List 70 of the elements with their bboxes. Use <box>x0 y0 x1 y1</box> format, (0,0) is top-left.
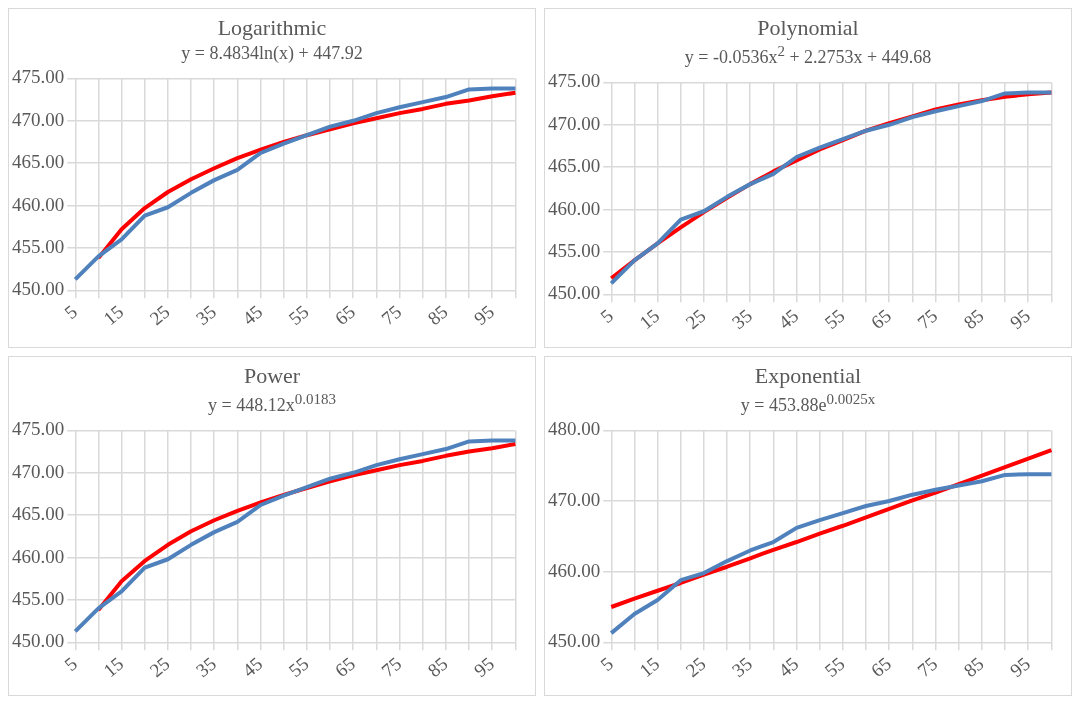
x-tick-label: 15 <box>635 304 664 334</box>
x-tick-label: 95 <box>469 652 498 682</box>
x-tick-label: 55 <box>284 652 313 682</box>
x-tick-label: 75 <box>377 652 406 682</box>
x-tick-label: 5 <box>596 652 617 676</box>
y-tick-label: 455.00 <box>548 239 601 261</box>
y-tick-label: 480.00 <box>548 418 601 440</box>
chart-subtitle: y = 453.88e$^{0.0025x}$ <box>739 391 877 416</box>
x-tick-label: 85 <box>423 300 452 330</box>
x-tick-label: 35 <box>727 304 756 334</box>
y-tick-label: 450.00 <box>12 630 65 652</box>
y-tick-label: 455.00 <box>12 587 65 609</box>
chart-subtitle: y = 8.4834ln(x) + 447.92 <box>180 43 364 64</box>
x-tick-label: 65 <box>866 652 895 682</box>
x-tick-label: 85 <box>423 652 452 682</box>
chart-subtitle: y = -0.0536x$^{2}$ + 2.2753x + 449.68 <box>683 43 933 68</box>
x-tick-label: 5 <box>60 652 81 676</box>
x-tick-label: 95 <box>1005 304 1034 334</box>
x-tick-label: 15 <box>99 652 128 682</box>
y-tick-label: 475.00 <box>12 418 65 440</box>
y-tick-label: 465.00 <box>548 155 601 177</box>
x-tick-label: 35 <box>727 652 756 682</box>
x-tick-label: 45 <box>774 652 803 682</box>
y-tick-label: 460.00 <box>12 545 65 567</box>
x-tick-label: 35 <box>191 652 220 682</box>
y-tick-label: 450.00 <box>548 630 601 652</box>
y-tick-label: 455.00 <box>12 235 65 257</box>
y-tick-label: 460.00 <box>548 559 601 581</box>
x-tick-label: 25 <box>145 300 174 330</box>
y-tick-label: 450.00 <box>548 282 601 304</box>
y-tick-label: 470.00 <box>12 108 65 130</box>
x-tick-label: 15 <box>99 300 128 330</box>
x-tick-label: 55 <box>820 304 849 334</box>
chart-title: Polynomial <box>756 15 860 41</box>
x-tick-label: 65 <box>330 300 359 330</box>
x-tick-label: 45 <box>774 304 803 334</box>
chart-subtitle: y = 448.12x$^{0.0183}$ <box>207 391 337 416</box>
x-tick-label: 45 <box>238 300 267 330</box>
x-tick-label: 55 <box>284 300 313 330</box>
x-tick-label: 75 <box>913 652 942 682</box>
x-tick-label: 25 <box>681 304 710 334</box>
x-tick-label: 35 <box>191 300 220 330</box>
x-tick-label: 75 <box>913 304 942 334</box>
x-tick-label: 65 <box>866 304 895 334</box>
y-tick-label: 470.00 <box>548 489 601 511</box>
y-tick-label: 475.00 <box>548 70 601 92</box>
x-tick-label: 85 <box>959 652 988 682</box>
x-tick-label: 95 <box>1005 652 1034 682</box>
x-tick-label: 5 <box>596 304 617 328</box>
x-tick-label: 25 <box>681 652 710 682</box>
y-tick-label: 475.00 <box>12 66 65 88</box>
x-tick-label: 15 <box>635 652 664 682</box>
y-tick-label: 465.00 <box>12 151 65 173</box>
y-tick-label: 450.00 <box>12 278 65 300</box>
y-tick-label: 460.00 <box>548 197 601 219</box>
y-tick-label: 470.00 <box>12 460 65 482</box>
x-tick-label: 65 <box>330 652 359 682</box>
x-tick-label: 55 <box>820 652 849 682</box>
x-tick-label: 45 <box>238 652 267 682</box>
chart-title: Logarithmic <box>216 15 328 41</box>
y-tick-label: 460.00 <box>12 193 65 215</box>
x-tick-label: 75 <box>377 300 406 330</box>
y-tick-label: 470.00 <box>548 112 601 134</box>
chart-title: Exponential <box>753 363 863 389</box>
x-tick-label: 5 <box>60 300 81 324</box>
chart-title: Power <box>242 363 302 389</box>
x-tick-label: 25 <box>145 652 174 682</box>
x-tick-label: 95 <box>469 300 498 330</box>
y-tick-label: 465.00 <box>12 503 65 525</box>
x-tick-label: 85 <box>959 304 988 334</box>
